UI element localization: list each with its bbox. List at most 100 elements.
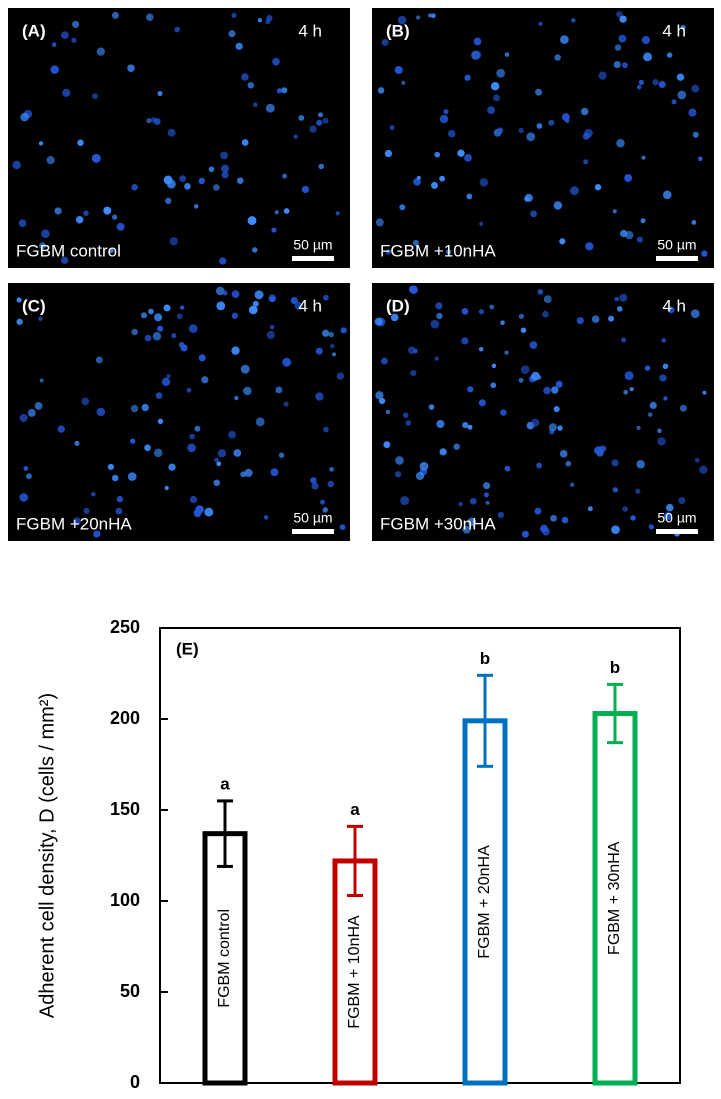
cell-dot bbox=[165, 197, 172, 205]
cell-dot bbox=[298, 115, 305, 121]
cell-dot bbox=[235, 42, 243, 50]
cell-dot bbox=[315, 347, 323, 355]
cell-dot bbox=[479, 178, 488, 187]
cell-dot bbox=[381, 38, 389, 46]
cell-dot bbox=[561, 516, 569, 524]
cell-dot bbox=[62, 88, 71, 97]
cell-dot bbox=[461, 308, 469, 315]
cell-dot bbox=[231, 12, 237, 18]
cell-dot bbox=[329, 467, 334, 472]
cell-dot bbox=[374, 317, 383, 326]
cell-dot bbox=[150, 117, 157, 123]
cell-dot bbox=[311, 482, 319, 490]
cell-dot bbox=[16, 318, 23, 325]
cell-dot bbox=[198, 354, 206, 362]
scale-bar bbox=[292, 256, 334, 261]
cell-dot bbox=[697, 156, 703, 162]
cell-dot bbox=[282, 357, 292, 367]
cell-dot bbox=[385, 409, 391, 415]
cell-dot bbox=[25, 473, 32, 480]
cell-dot bbox=[127, 64, 135, 73]
cell-dot bbox=[146, 118, 152, 124]
cell-dot bbox=[462, 525, 471, 534]
cell-dot bbox=[537, 289, 544, 295]
cell-dot bbox=[538, 21, 543, 26]
cell-dot bbox=[504, 465, 511, 472]
cell-dot bbox=[636, 236, 643, 243]
cell-dot bbox=[483, 492, 489, 498]
cell-dot bbox=[641, 155, 646, 160]
cell-dot bbox=[96, 407, 106, 417]
cell-dot bbox=[676, 73, 685, 81]
cell-dot bbox=[276, 88, 283, 94]
cell-dot bbox=[666, 503, 674, 512]
cell-dot bbox=[39, 242, 46, 250]
cell-dot bbox=[301, 185, 310, 194]
panel-condition: FGBM control bbox=[16, 241, 121, 260]
cell-dot bbox=[38, 316, 43, 321]
cell-dot bbox=[623, 389, 629, 395]
cell-dot bbox=[241, 73, 249, 81]
cell-dot bbox=[591, 315, 600, 323]
cell-dot bbox=[38, 141, 44, 146]
cell-dot bbox=[647, 412, 653, 417]
cell-dot bbox=[467, 424, 473, 430]
cell-dot bbox=[316, 119, 323, 126]
cell-dot bbox=[174, 26, 181, 33]
cell-dot bbox=[636, 460, 645, 469]
panel-label: (E) bbox=[176, 639, 199, 658]
cell-dot bbox=[536, 123, 543, 129]
cell-dot bbox=[215, 286, 225, 296]
cell-dot bbox=[257, 18, 263, 23]
cell-dot bbox=[690, 309, 700, 319]
cell-dot bbox=[228, 30, 236, 38]
cell-dot bbox=[701, 250, 708, 257]
y-tick-label: 100 bbox=[110, 890, 140, 910]
cell-dot bbox=[427, 13, 433, 18]
cell-dot bbox=[328, 331, 334, 338]
cell-dot bbox=[214, 457, 219, 463]
error-bar bbox=[607, 682, 623, 745]
cell-dot bbox=[616, 10, 623, 18]
cell-dot bbox=[560, 35, 569, 44]
cell-dot bbox=[179, 305, 185, 310]
cell-dot bbox=[186, 387, 192, 393]
cell-dot bbox=[176, 313, 183, 320]
cell-dot bbox=[164, 485, 169, 491]
cell-dot bbox=[520, 365, 530, 375]
cell-dot bbox=[555, 380, 563, 388]
cell-dot bbox=[550, 514, 557, 522]
cell-dot bbox=[531, 418, 540, 427]
cell-dot bbox=[189, 433, 195, 440]
cell-dot bbox=[661, 337, 667, 343]
cell-dot bbox=[518, 377, 524, 383]
cell-dot bbox=[231, 346, 240, 355]
cell-dot bbox=[268, 294, 277, 303]
cell-dot bbox=[394, 471, 402, 478]
cell-dot bbox=[671, 99, 677, 105]
cell-dot bbox=[54, 207, 62, 215]
cell-dot bbox=[621, 337, 627, 343]
cell-dot bbox=[377, 87, 385, 94]
cell-dot bbox=[41, 229, 50, 239]
cell-dot bbox=[430, 319, 440, 329]
cell-dot bbox=[619, 15, 627, 23]
cell-dot bbox=[228, 430, 236, 439]
cell-dot bbox=[222, 290, 228, 296]
cell-dot bbox=[157, 325, 164, 332]
cell-dot bbox=[241, 139, 249, 146]
cell-dot bbox=[637, 85, 642, 90]
cell-dot bbox=[620, 229, 628, 238]
cell-dot bbox=[252, 247, 258, 253]
cell-dot bbox=[616, 139, 625, 148]
cell-dot bbox=[50, 65, 59, 74]
cell-dot bbox=[60, 256, 69, 264]
cell-dot bbox=[666, 52, 673, 58]
cell-dot bbox=[166, 374, 171, 379]
cell-dot bbox=[275, 386, 283, 394]
cell-dot bbox=[458, 501, 463, 507]
cell-dot bbox=[657, 437, 666, 446]
cell-dot bbox=[659, 374, 667, 382]
cell-dot bbox=[248, 305, 258, 315]
cell-dot bbox=[72, 20, 80, 28]
